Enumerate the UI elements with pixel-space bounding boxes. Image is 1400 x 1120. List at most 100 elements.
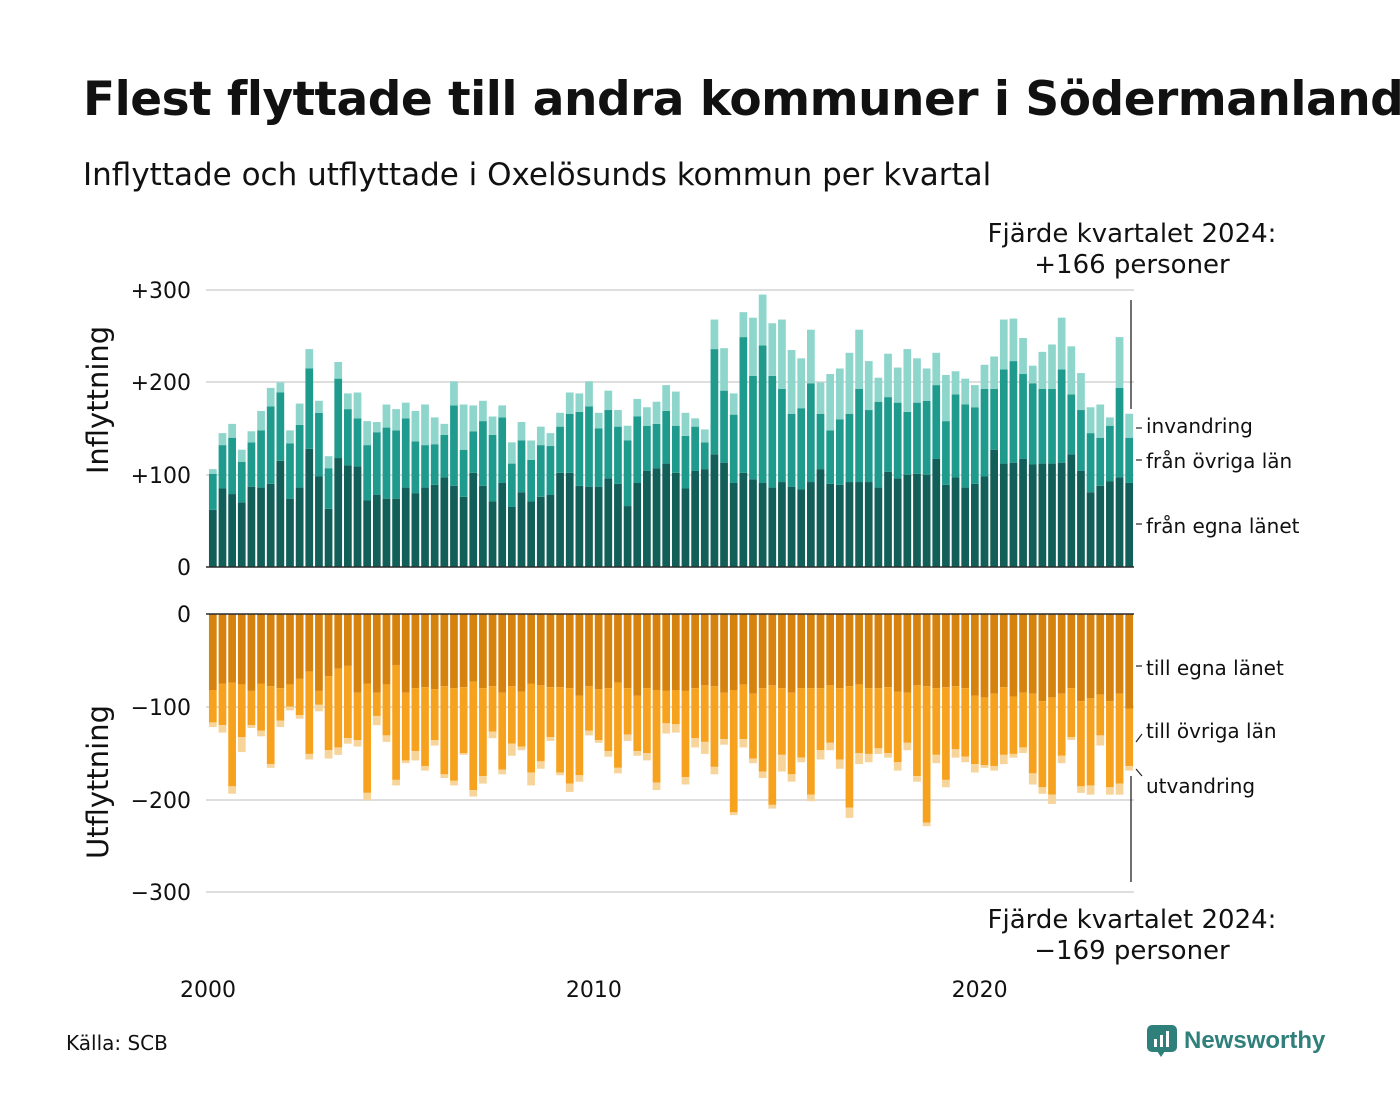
bar-segment-outflow bbox=[247, 690, 256, 726]
bar-segment-inflow bbox=[594, 428, 603, 487]
bar-segment-outflow bbox=[218, 614, 227, 684]
bar-segment-inflow bbox=[1057, 317, 1066, 370]
bar-segment-inflow bbox=[1115, 337, 1124, 388]
y-tick-label-inflow: +100 bbox=[131, 464, 191, 489]
bar-segment-outflow bbox=[643, 753, 651, 761]
bar-segment-inflow bbox=[671, 472, 680, 567]
annotation-outflow: −169 personer bbox=[1034, 936, 1230, 966]
bar-segment-outflow bbox=[1038, 787, 1047, 794]
bar-segment-inflow bbox=[324, 468, 333, 509]
bar-segment-outflow bbox=[749, 693, 757, 759]
bar-segment-inflow bbox=[913, 473, 921, 567]
bar-segment-inflow bbox=[1019, 374, 1027, 459]
bar-segment-outflow bbox=[585, 686, 593, 731]
bar-segment-outflow bbox=[768, 685, 777, 805]
bar-segment-outflow bbox=[315, 614, 323, 691]
bar-segment-outflow bbox=[884, 687, 892, 753]
bar-segment-outflow bbox=[1038, 614, 1047, 702]
bar-segment-inflow bbox=[218, 445, 227, 489]
bar-segment-outflow bbox=[807, 794, 815, 802]
bar-segment-outflow bbox=[816, 750, 825, 760]
bar-segment-inflow bbox=[758, 294, 767, 346]
bar-segment-inflow bbox=[237, 502, 246, 567]
series-label-outflow: till egna länet bbox=[1146, 656, 1284, 680]
bar-segment-inflow bbox=[565, 392, 574, 414]
bar-segment-outflow bbox=[835, 688, 844, 760]
bar-segment-outflow bbox=[1096, 614, 1105, 695]
bar-segment-outflow bbox=[411, 688, 420, 752]
bar-segment-inflow bbox=[295, 403, 304, 425]
bar-segment-inflow bbox=[1048, 344, 1056, 389]
bar-segment-inflow bbox=[411, 493, 420, 567]
bar-segment-inflow bbox=[739, 312, 748, 338]
bar-segment-outflow bbox=[691, 738, 699, 748]
bar-segment-outflow bbox=[671, 689, 680, 725]
bar-segment-inflow bbox=[1106, 425, 1114, 482]
bar-segment-outflow bbox=[758, 614, 767, 689]
bar-segment-outflow bbox=[623, 688, 632, 735]
bar-segment-inflow bbox=[517, 422, 526, 441]
bar-segment-outflow bbox=[797, 614, 806, 689]
bar-segment-outflow bbox=[536, 614, 545, 686]
bar-segment-outflow bbox=[392, 614, 400, 665]
bar-segment-inflow bbox=[710, 454, 719, 567]
bar-segment-outflow bbox=[778, 614, 786, 689]
bar-segment-outflow bbox=[961, 756, 970, 763]
bar-segment-inflow bbox=[247, 431, 256, 443]
bar-segment-inflow bbox=[305, 349, 314, 369]
bar-segment-outflow bbox=[604, 751, 613, 757]
bar-segment-outflow bbox=[421, 614, 429, 688]
bar-segment-inflow bbox=[1077, 410, 1085, 471]
bar-segment-inflow bbox=[662, 385, 671, 411]
bar-segment-outflow bbox=[527, 614, 535, 684]
bar-segment-outflow bbox=[652, 689, 661, 783]
bar-segment-outflow bbox=[257, 730, 265, 737]
bar-segment-inflow bbox=[614, 483, 622, 567]
bar-segment-outflow bbox=[218, 725, 227, 733]
bar-segment-outflow bbox=[565, 614, 574, 689]
bar-segment-outflow bbox=[498, 769, 507, 775]
bar-segment-outflow bbox=[970, 764, 979, 773]
bar-segment-outflow bbox=[1048, 794, 1056, 804]
bar-segment-outflow bbox=[1077, 614, 1085, 702]
bar-segment-outflow bbox=[363, 683, 372, 793]
bar-segment-inflow bbox=[623, 440, 632, 507]
bars-inflow bbox=[208, 294, 1134, 567]
bar-segment-outflow bbox=[295, 715, 304, 719]
bar-segment-inflow bbox=[315, 412, 323, 477]
brand-logo[interactable]: Newsworthy bbox=[1146, 1024, 1325, 1058]
bar-segment-outflow bbox=[855, 753, 863, 765]
bar-segment-inflow bbox=[835, 368, 844, 420]
bar-segment-inflow bbox=[585, 381, 593, 407]
bar-segment-outflow bbox=[382, 735, 391, 742]
bar-segment-inflow bbox=[787, 486, 796, 567]
bar-segment-outflow bbox=[305, 671, 314, 754]
chart-subtitle: Inflyttade och utflyttade i Oxelösunds k… bbox=[83, 157, 992, 193]
bar-segment-outflow bbox=[961, 614, 970, 689]
bar-segment-inflow bbox=[536, 445, 545, 497]
bar-segment-outflow bbox=[739, 684, 748, 740]
bar-segment-inflow bbox=[450, 381, 458, 406]
bar-segment-outflow bbox=[758, 688, 767, 772]
bar-segment-inflow bbox=[778, 482, 786, 567]
bar-segment-outflow bbox=[710, 614, 719, 687]
bar-segment-inflow bbox=[951, 477, 960, 567]
bar-segment-outflow bbox=[565, 688, 574, 784]
bar-segment-outflow bbox=[315, 690, 323, 705]
y-tick-label-outflow: −300 bbox=[131, 881, 191, 906]
x-tick-label: 2010 bbox=[566, 978, 622, 1003]
bar-segment-inflow bbox=[691, 418, 699, 427]
bar-segment-inflow bbox=[324, 456, 333, 469]
bar-segment-inflow bbox=[633, 482, 642, 567]
bar-segment-outflow bbox=[700, 685, 709, 742]
bar-segment-outflow bbox=[1106, 614, 1114, 702]
bar-segment-outflow bbox=[556, 614, 564, 688]
bar-segment-outflow bbox=[479, 688, 487, 777]
bar-segment-outflow bbox=[276, 720, 285, 728]
bar-segment-inflow bbox=[286, 443, 294, 499]
bar-segment-outflow bbox=[1067, 737, 1076, 741]
bar-segment-inflow bbox=[276, 460, 285, 567]
bar-segment-inflow bbox=[970, 483, 979, 567]
bar-segment-outflow bbox=[507, 686, 516, 744]
bar-segment-inflow bbox=[315, 400, 323, 413]
